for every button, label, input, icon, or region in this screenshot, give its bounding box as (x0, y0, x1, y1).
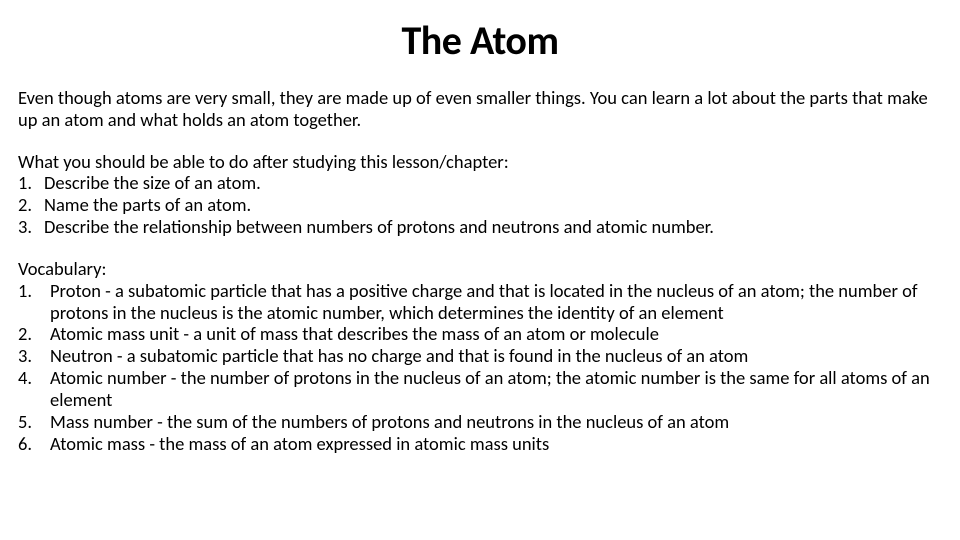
vocab-list: 1.Proton - a subatomic particle that has… (18, 280, 942, 455)
list-item: 5.Mass number - the sum of the numbers o… (50, 411, 942, 433)
page-title: The Atom (18, 16, 942, 65)
vocab-lead: Vocabulary: (18, 258, 942, 280)
objective-text: Name the parts of an atom. (44, 193, 251, 216)
intro-paragraph: Even though atoms are very small, they a… (18, 87, 942, 131)
objectives-list: 1.Describe the size of an atom. 2.Name t… (18, 172, 942, 237)
list-item: 1.Proton - a subatomic particle that has… (50, 280, 942, 324)
vocab-text: Atomic number - the number of protons in… (50, 366, 930, 411)
vocab-text: Atomic mass - the mass of an atom expres… (50, 432, 549, 455)
list-item: 6.Atomic mass - the mass of an atom expr… (50, 433, 942, 455)
objective-text: Describe the size of an atom. (44, 171, 261, 194)
objectives-lead: What you should be able to do after stud… (18, 151, 942, 173)
document-page: The Atom Even though atoms are very smal… (0, 0, 960, 454)
list-item: 1.Describe the size of an atom. (44, 172, 942, 194)
list-item: 3.Describe the relationship between numb… (44, 216, 942, 238)
vocab-text: Mass number - the sum of the numbers of … (50, 410, 729, 433)
list-item: 2.Name the parts of an atom. (44, 194, 942, 216)
objective-text: Describe the relationship between number… (44, 215, 714, 238)
list-item: 2.Atomic mass unit - a unit of mass that… (50, 323, 942, 345)
vocab-text: Neutron - a subatomic particle that has … (50, 344, 748, 367)
vocab-text: Proton - a subatomic particle that has a… (50, 279, 918, 324)
list-item: 3.Neutron - a subatomic particle that ha… (50, 345, 942, 367)
vocab-text: Atomic mass unit - a unit of mass that d… (50, 322, 659, 345)
list-item: 4.Atomic number - the number of protons … (50, 367, 942, 411)
